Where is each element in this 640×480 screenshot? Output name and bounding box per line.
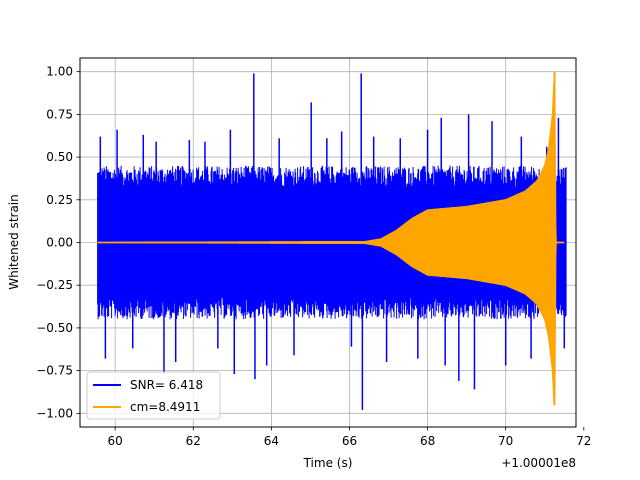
- y-tick-label: 0.00: [46, 236, 73, 250]
- y-tick-label: 0.75: [46, 107, 73, 121]
- axis-ticks: 60 62 64 66 68 70 72 −1.00 −0.75 −0.50 −0.25 0.00 0.…: [36, 65, 591, 448]
- x-tick-label: 68: [420, 434, 435, 448]
- y-axis-label: Whitened strain: [7, 194, 21, 290]
- y-tick-label: 0.25: [46, 193, 73, 207]
- x-offset-label: +1.00001e8: [501, 456, 576, 470]
- x-tick-label: 64: [264, 434, 279, 448]
- x-axis-label: Time (s): [303, 456, 353, 470]
- x-tick-label: 60: [108, 434, 123, 448]
- y-tick-label: −0.50: [36, 321, 73, 335]
- legend: SNR= 6.418 cm=8.4911: [86, 371, 221, 420]
- y-tick-label: −1.00: [36, 406, 73, 420]
- plot-area: [97, 71, 567, 410]
- x-tick-label: 66: [342, 434, 357, 448]
- y-tick-label: −0.25: [36, 278, 73, 292]
- y-tick-label: 1.00: [46, 65, 73, 79]
- legend-label-cm: cm=8.4911: [130, 400, 200, 414]
- x-tick-label: 70: [498, 434, 513, 448]
- y-tick-label: −0.75: [36, 364, 73, 378]
- y-tick-label: 0.50: [46, 150, 73, 164]
- legend-label-snr: SNR= 6.418: [130, 378, 203, 392]
- x-tick-label: 62: [186, 434, 201, 448]
- x-tick-label: 72: [576, 434, 591, 448]
